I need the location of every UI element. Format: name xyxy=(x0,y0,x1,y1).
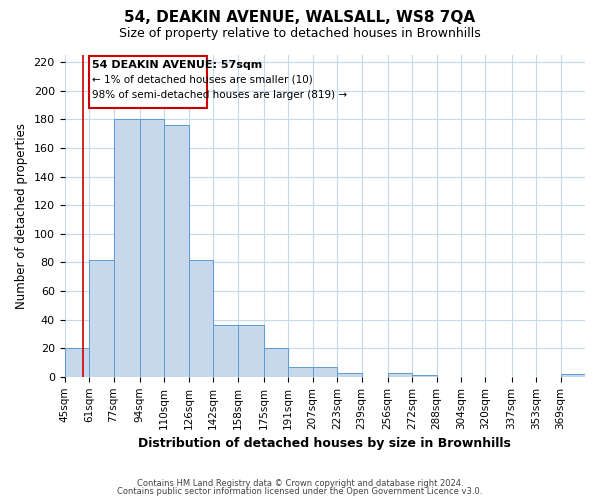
Text: Size of property relative to detached houses in Brownhills: Size of property relative to detached ho… xyxy=(119,28,481,40)
Bar xyxy=(560,374,585,377)
Text: Contains HM Land Registry data © Crown copyright and database right 2024.: Contains HM Land Registry data © Crown c… xyxy=(137,478,463,488)
Text: 98% of semi-detached houses are larger (819) →: 98% of semi-detached houses are larger (… xyxy=(92,90,347,100)
Bar xyxy=(89,56,207,108)
Text: 54, DEAKIN AVENUE, WALSALL, WS8 7QA: 54, DEAKIN AVENUE, WALSALL, WS8 7QA xyxy=(124,10,476,25)
Bar xyxy=(140,120,164,377)
X-axis label: Distribution of detached houses by size in Brownhills: Distribution of detached houses by size … xyxy=(139,437,511,450)
Bar xyxy=(113,120,140,377)
Bar xyxy=(89,260,113,377)
Bar xyxy=(412,376,437,377)
Text: 54 DEAKIN AVENUE: 57sqm: 54 DEAKIN AVENUE: 57sqm xyxy=(92,60,262,70)
Bar xyxy=(263,348,288,377)
Bar xyxy=(213,326,238,377)
Bar xyxy=(388,372,412,377)
Bar xyxy=(313,367,337,377)
Text: Contains public sector information licensed under the Open Government Licence v3: Contains public sector information licen… xyxy=(118,487,482,496)
Bar xyxy=(188,260,213,377)
Bar xyxy=(288,367,313,377)
Bar xyxy=(337,372,362,377)
Bar xyxy=(238,326,263,377)
Text: ← 1% of detached houses are smaller (10): ← 1% of detached houses are smaller (10) xyxy=(92,74,313,85)
Y-axis label: Number of detached properties: Number of detached properties xyxy=(15,123,28,309)
Bar xyxy=(65,348,89,377)
Bar xyxy=(164,125,188,377)
